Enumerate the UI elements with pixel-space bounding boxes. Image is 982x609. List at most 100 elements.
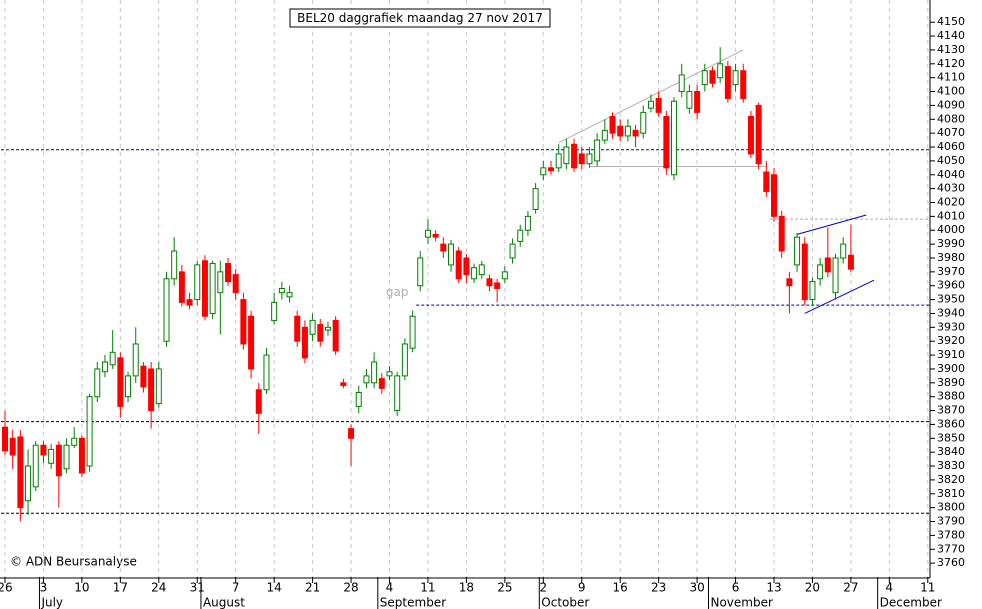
x-tick-label: 11 (420, 581, 435, 595)
month-label: December (880, 596, 942, 609)
candle-body (155, 368, 162, 405)
month-label: November (710, 596, 772, 609)
candle-body (355, 392, 362, 407)
candle-body (417, 257, 424, 287)
candle-body (832, 257, 839, 294)
y-tick-label: 3890 (937, 376, 965, 389)
x-tick-label: 18 (459, 581, 474, 595)
candle-body (32, 444, 39, 488)
y-tick-label: 3880 (937, 390, 965, 403)
candle-body (101, 361, 108, 373)
candle-body (624, 125, 631, 137)
x-tick-label: 26 (0, 581, 13, 595)
candle-body (163, 278, 170, 342)
x-tick-label: 4 (386, 581, 394, 595)
candle-body (547, 167, 554, 172)
x-tick-label: 16 (613, 581, 628, 595)
y-tick-label: 4020 (937, 196, 965, 209)
y-tick-label: 4000 (937, 223, 965, 236)
candle-body (817, 264, 824, 280)
month-label: September (380, 596, 446, 609)
candle-body (409, 315, 416, 349)
y-tick-label: 4140 (937, 29, 965, 42)
x-tick-label: 24 (151, 581, 166, 595)
y-tick-label: 3870 (937, 404, 965, 417)
candle-body (448, 243, 455, 266)
candle-body (701, 70, 708, 86)
y-tick-label: 4090 (937, 98, 965, 111)
candle-body (640, 111, 647, 134)
candle-body (55, 444, 62, 477)
candle-body (478, 264, 485, 276)
y-tick-label: 4150 (937, 15, 965, 28)
candle-body (786, 278, 793, 287)
x-tick-label: 28 (343, 581, 358, 595)
x-tick-label: 30 (689, 581, 704, 595)
candle-body (509, 243, 516, 259)
y-tick-label: 4100 (937, 85, 965, 98)
y-tick-label: 4040 (937, 168, 965, 181)
y-tick-label: 3970 (937, 265, 965, 278)
candle-body (632, 129, 639, 137)
candle-body (348, 428, 355, 439)
candle-body (555, 153, 562, 169)
candle-body (617, 125, 624, 137)
candle-body (109, 351, 116, 366)
candle-body (532, 188, 539, 210)
candle-body (40, 444, 47, 456)
y-tick-label: 4110 (937, 71, 965, 84)
candle-body (94, 368, 101, 398)
candle-body (9, 437, 16, 456)
x-tick-label: 27 (843, 581, 858, 595)
x-tick-label: 9 (578, 581, 586, 595)
candle-body (455, 250, 462, 280)
candle-body (424, 229, 431, 238)
candle-body (694, 91, 701, 113)
candle-body (294, 315, 301, 342)
candle-body (709, 70, 716, 84)
copyright: © ADN Beursanalyse (10, 555, 137, 569)
candle-body (824, 257, 831, 273)
candle-body (647, 100, 654, 109)
candle-body (517, 229, 524, 242)
month-label: August (203, 596, 245, 609)
candle-body (801, 243, 808, 301)
candle-body (78, 437, 85, 474)
candle-body (317, 324, 324, 342)
y-tick-label: 3780 (937, 528, 965, 541)
candle-body (132, 343, 139, 377)
y-tick-label: 3810 (937, 487, 965, 500)
candle-body (432, 233, 439, 238)
candle-body (225, 263, 232, 283)
candle-body (394, 375, 401, 412)
candle-body (378, 378, 385, 389)
candle-body (686, 91, 693, 109)
candle-body (501, 271, 508, 280)
candle-body (278, 288, 285, 294)
candle-body (71, 437, 78, 446)
x-tick-label: 25 (497, 581, 512, 595)
y-tick-label: 3760 (937, 556, 965, 569)
candle-body (171, 250, 178, 280)
candle-body (794, 236, 801, 266)
y-tick-label: 3950 (937, 293, 965, 306)
candle-body (778, 215, 785, 252)
candle-body (663, 116, 670, 169)
y-tick-label: 4070 (937, 126, 965, 139)
x-tick-label: 31 (190, 581, 205, 595)
candle-body (209, 263, 216, 314)
y-tick-label: 3930 (937, 320, 965, 333)
y-tick-label: 3850 (937, 431, 965, 444)
y-tick-label: 4010 (937, 209, 965, 222)
x-tick-label: 4 (886, 581, 894, 595)
candle-body (486, 278, 493, 287)
x-tick-label: 20 (805, 581, 820, 595)
candle-body (240, 299, 247, 345)
y-tick-label: 4080 (937, 112, 965, 125)
candle-body (2, 426, 8, 452)
candle-body (724, 66, 731, 99)
candle-body (540, 167, 547, 176)
month-label: October (541, 596, 589, 609)
candle-body (63, 444, 70, 470)
